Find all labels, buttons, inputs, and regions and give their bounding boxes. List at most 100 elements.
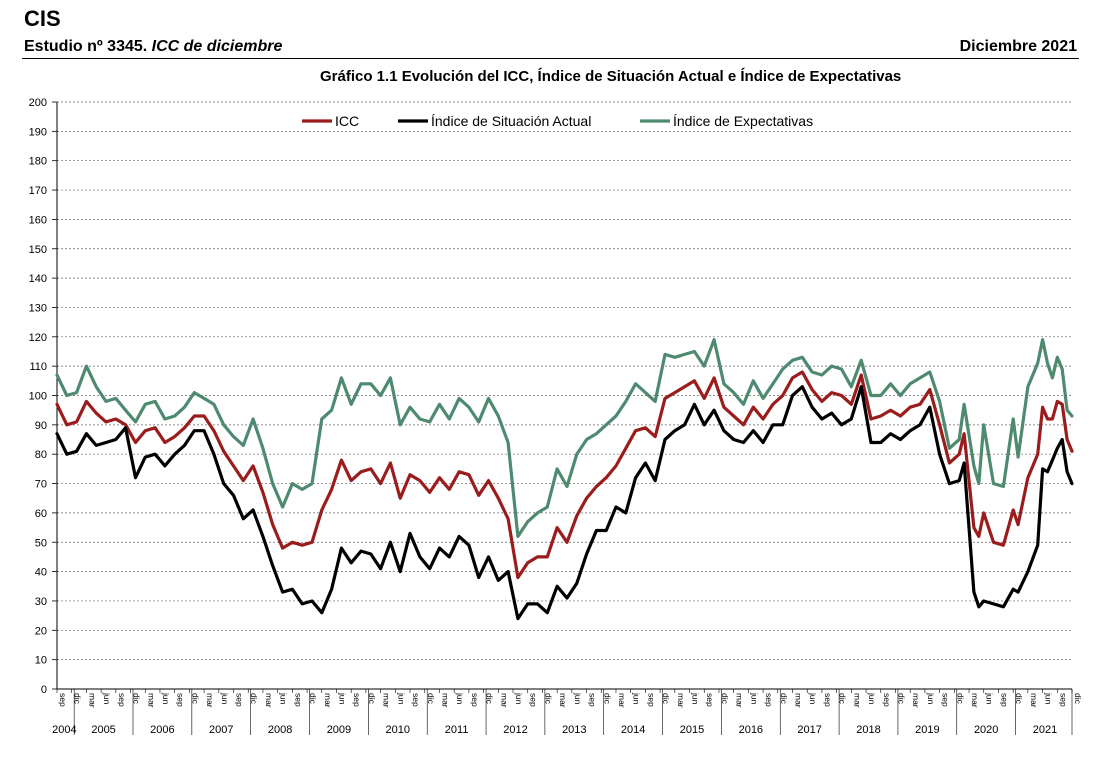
x-month-label: mar	[205, 693, 215, 708]
x-month-label: sep	[646, 693, 656, 707]
y-tick-label: 160	[29, 214, 47, 226]
x-month-label: mar	[440, 693, 450, 708]
x-month-label: dic	[1073, 693, 1083, 705]
x-month-label: mar	[146, 693, 156, 708]
x-month-label: mar	[970, 693, 980, 708]
x-year-label: 2007	[209, 724, 233, 736]
x-year-label: 2010	[386, 724, 410, 736]
x-year-label: 2018	[856, 724, 880, 736]
y-tick-label: 10	[35, 655, 47, 667]
x-year-label: 2009	[327, 724, 351, 736]
x-month-label: mar	[264, 693, 274, 708]
x-year-label: 2012	[503, 724, 527, 736]
y-tick-label: 110	[29, 361, 47, 373]
x-month-label: sep	[882, 693, 892, 707]
y-tick-label: 150	[29, 244, 47, 256]
x-month-label: mar	[794, 693, 804, 708]
y-tick-label: 130	[29, 302, 47, 314]
x-month-label: dic	[720, 693, 730, 705]
y-tick-label: 180	[29, 156, 47, 168]
x-month-label: mar	[323, 693, 333, 708]
y-tick-label: 170	[29, 185, 47, 197]
x-month-label: sep	[999, 693, 1009, 707]
y-tick-label: 60	[35, 508, 47, 520]
x-month-label: mar	[617, 693, 627, 708]
header-rule	[22, 58, 1079, 59]
x-year-label: 2005	[91, 724, 115, 736]
x-month-label: dic	[73, 693, 83, 705]
x-year-label: 2014	[621, 724, 645, 736]
x-month-label: sep	[705, 693, 715, 707]
y-tick-label: 20	[35, 625, 47, 637]
report-date: Diciembre 2021	[959, 38, 1077, 55]
x-month-label: mar	[87, 693, 97, 708]
x-month-label: dic	[779, 693, 789, 705]
x-month-label: dic	[896, 693, 906, 705]
x-month-label: sep	[764, 693, 774, 707]
x-month-label: mar	[558, 693, 568, 708]
x-month-label: jun	[867, 692, 877, 705]
x-year-label: 2008	[268, 724, 292, 736]
study-title: Estudio nº 3345. ICC de diciembre	[24, 38, 282, 56]
x-month-label: jun	[749, 692, 759, 705]
x-year-label: 2016	[739, 724, 763, 736]
x-month-label: dic	[485, 693, 495, 705]
x-month-label: sep	[529, 693, 539, 707]
y-tick-label: 140	[29, 273, 47, 285]
x-month-label: sep	[1058, 693, 1068, 707]
x-month-label: jun	[808, 692, 818, 705]
x-month-label: sep	[941, 693, 951, 707]
y-tick-label: 80	[35, 449, 47, 461]
x-month-label: jun	[1044, 692, 1054, 705]
x-month-label: sep	[352, 693, 362, 707]
x-month-label: jun	[455, 692, 465, 705]
x-month-label: dic	[367, 693, 377, 705]
y-tick-label: 0	[41, 684, 47, 696]
x-month-label: mar	[1029, 693, 1039, 708]
legend-label: Índice de Expectativas	[673, 113, 813, 129]
x-month-label: sep	[411, 693, 421, 707]
legend-label: Índice de Situación Actual	[431, 113, 591, 129]
x-month-label: mar	[911, 693, 921, 708]
x-month-label: sep	[58, 693, 68, 707]
x-month-label: mar	[735, 693, 745, 708]
x-year-label: 2015	[680, 724, 704, 736]
y-tick-label: 190	[29, 126, 47, 138]
x-month-label: jun	[514, 692, 524, 705]
x-month-label: dic	[132, 693, 142, 705]
x-month-label: jun	[337, 692, 347, 705]
x-axis: sep dic mar jun sep dic mar jun sep dic mar jun sep d…	[52, 688, 1083, 736]
study-prefix: Estudio nº 3345.	[24, 38, 152, 55]
x-month-label: jun	[161, 692, 171, 705]
x-month-label: sep	[470, 693, 480, 707]
x-month-label: dic	[955, 693, 965, 705]
x-month-label: jun	[926, 692, 936, 705]
x-year-label: 2019	[915, 724, 939, 736]
legend: ICC Índice de Situación Actual Índice de E…	[302, 113, 813, 129]
x-month-label: sep	[117, 693, 127, 707]
y-tick-label: 50	[35, 537, 47, 549]
x-month-label: dic	[308, 693, 318, 705]
grid-lines	[57, 101, 1072, 661]
x-month-label: sep	[823, 693, 833, 707]
x-month-label: jun	[220, 692, 230, 705]
y-tick-label: 200	[29, 97, 47, 109]
x-month-label: dic	[190, 693, 200, 705]
series-lines	[55, 338, 1074, 621]
chart-title: Gráfico 1.1 Evolución del ICC, Índice de…	[320, 68, 902, 85]
x-year-label: 2011	[445, 724, 469, 736]
x-month-label: mar	[499, 693, 509, 708]
x-month-label: dic	[1014, 693, 1024, 705]
x-month-label: mar	[852, 693, 862, 708]
y-tick-label: 70	[35, 479, 47, 491]
x-year-label: 2006	[150, 724, 174, 736]
x-month-label: dic	[426, 693, 436, 705]
x-month-label: sep	[176, 693, 186, 707]
x-month-label: sep	[293, 693, 303, 707]
x-month-label: jun	[396, 692, 406, 705]
x-month-label: jun	[691, 692, 701, 705]
organization-name: CIS	[24, 6, 61, 31]
x-month-label: jun	[573, 692, 583, 705]
x-year-label: 2004	[52, 724, 76, 736]
